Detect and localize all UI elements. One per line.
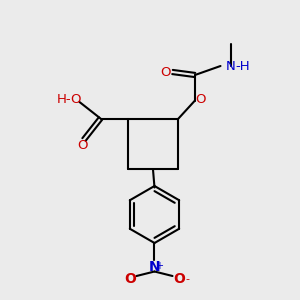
Text: -: -: [185, 274, 190, 284]
Text: O: O: [161, 66, 171, 79]
Text: O: O: [77, 139, 88, 152]
Text: H-O: H-O: [56, 92, 82, 106]
Text: O: O: [173, 272, 185, 286]
Text: +: +: [155, 261, 163, 271]
Text: O: O: [196, 92, 206, 106]
Text: O: O: [124, 272, 136, 286]
Text: -H: -H: [236, 60, 250, 73]
Text: N: N: [226, 59, 236, 73]
Text: N: N: [149, 260, 160, 274]
